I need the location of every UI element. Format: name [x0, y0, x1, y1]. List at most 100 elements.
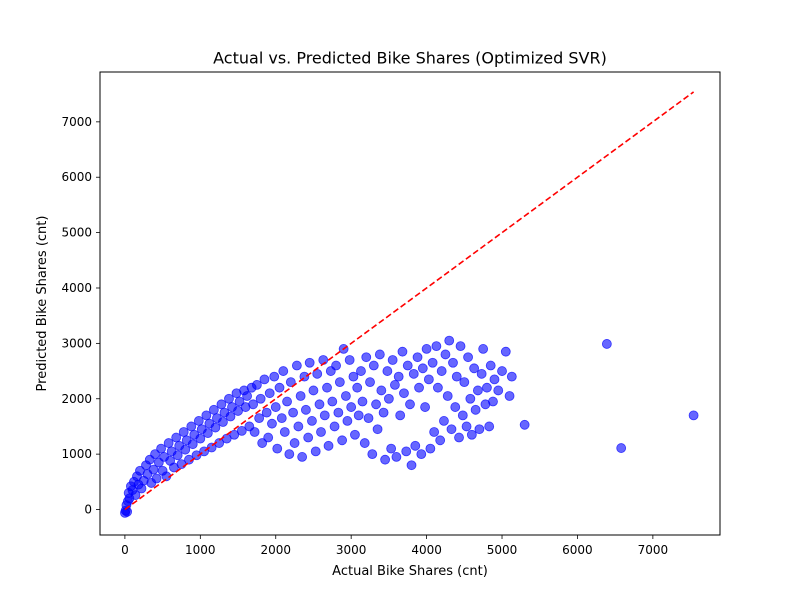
data-point: [435, 435, 446, 446]
data-point: [457, 410, 468, 421]
data-point: [225, 411, 236, 422]
data-point: [254, 413, 265, 424]
data-point: [242, 391, 252, 401]
data-point: [323, 440, 334, 451]
data-point: [500, 346, 511, 357]
data-point: [470, 404, 481, 415]
data-point: [410, 440, 421, 451]
data-point: [274, 382, 285, 393]
data-point: [440, 349, 451, 360]
data-point: [284, 449, 295, 460]
data-point: [201, 410, 212, 421]
data-point: [208, 404, 219, 415]
x-tick-label: 6000: [562, 543, 593, 557]
data-point: [340, 391, 351, 401]
data-point: [314, 399, 325, 410]
data-point: [234, 396, 245, 407]
data-point: [601, 339, 612, 349]
data-point: [342, 416, 353, 426]
data-point: [331, 360, 341, 371]
data-point: [357, 396, 368, 407]
data-point: [350, 429, 360, 440]
data-point: [463, 352, 473, 363]
data-point: [267, 418, 277, 429]
data-point: [406, 460, 417, 471]
data-point: [401, 446, 412, 457]
data-point: [390, 380, 400, 390]
data-point: [616, 443, 627, 453]
data-point: [387, 355, 398, 365]
data-point: [421, 344, 432, 354]
data-point: [459, 377, 470, 388]
data-point: [376, 385, 387, 396]
data-point: [506, 371, 517, 382]
data-point: [374, 349, 385, 360]
data-point: [431, 341, 442, 352]
data-point: [484, 421, 495, 432]
data-point: [352, 382, 363, 393]
data-point: [289, 438, 300, 448]
data-point: [248, 399, 259, 410]
data-point: [474, 424, 485, 435]
data-point: [233, 406, 243, 416]
data-point: [378, 407, 389, 418]
data-point: [382, 366, 393, 376]
data-point: [450, 402, 461, 412]
data-point: [308, 385, 319, 396]
data-point: [337, 435, 348, 446]
data-point: [263, 432, 274, 443]
data-point: [171, 432, 182, 443]
data-point: [371, 399, 381, 410]
data-point: [229, 429, 240, 440]
data-point: [316, 427, 326, 437]
y-tick-label: 6000: [61, 170, 92, 184]
data-point: [476, 368, 487, 379]
data-point: [442, 391, 453, 401]
data-point: [472, 385, 483, 396]
data-point: [322, 382, 332, 393]
data-point: [193, 416, 204, 426]
y-tick-label: 7000: [61, 115, 92, 129]
data-point: [151, 473, 162, 484]
x-tick-label: 3000: [336, 543, 367, 557]
data-point: [333, 407, 344, 418]
data-point: [216, 399, 227, 410]
x-tick-label: 5000: [487, 543, 518, 557]
data-point: [395, 410, 406, 421]
data-point: [210, 422, 221, 433]
data-point: [465, 393, 476, 404]
data-point: [187, 439, 198, 450]
data-point: [391, 452, 402, 462]
data-point: [293, 421, 304, 432]
data-point: [285, 377, 296, 388]
data-point: [469, 363, 480, 374]
data-point: [436, 366, 447, 376]
x-tick-label: 0: [121, 543, 129, 557]
data-point: [276, 413, 287, 424]
data-point: [444, 335, 455, 346]
x-tick-label: 4000: [411, 543, 442, 557]
data-point: [405, 399, 415, 410]
data-point: [195, 433, 206, 444]
data-point: [191, 450, 202, 461]
data-point: [346, 402, 357, 412]
data-point: [269, 371, 280, 382]
data-point: [372, 424, 383, 435]
x-tick-label: 7000: [638, 543, 669, 557]
data-point: [334, 377, 345, 388]
data-point: [218, 417, 228, 427]
data-point: [414, 382, 424, 393]
data-point: [363, 413, 374, 424]
data-point: [353, 410, 364, 421]
data-point: [420, 402, 430, 412]
data-point: [282, 396, 292, 407]
data-point: [446, 424, 457, 435]
data-point: [497, 366, 507, 376]
data-point: [519, 419, 530, 430]
data-point: [270, 402, 281, 412]
data-point: [417, 363, 428, 374]
data-point: [393, 371, 404, 382]
data-point: [206, 442, 217, 453]
data-point: [368, 360, 379, 371]
